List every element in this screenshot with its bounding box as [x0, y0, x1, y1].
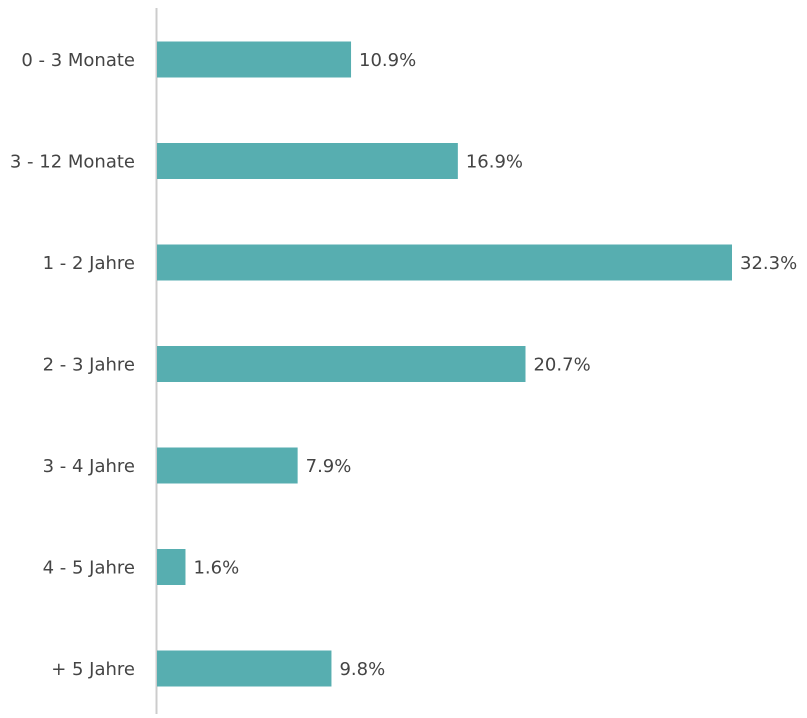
- category-labels-group: 0 - 3 Monate 3 - 12 Monate 1 - 2 Jahre 2 - …: [10, 50, 135, 680]
- bar-2: [157, 244, 732, 281]
- value-label-1: 16.9%: [466, 152, 523, 173]
- category-label-3: 2 - 3 Jahre: [43, 355, 135, 376]
- bar-0: [157, 41, 352, 78]
- bar-5: [157, 549, 186, 585]
- category-label-5: 4 - 5 Jahre: [43, 558, 135, 579]
- bar-1: [157, 143, 458, 179]
- category-label-6: + 5 Jahre: [51, 659, 135, 680]
- value-label-6: 9.8%: [339, 659, 385, 680]
- bar-3: [157, 346, 526, 382]
- value-label-3: 20.7%: [533, 355, 590, 376]
- category-label-1: 3 - 12 Monate: [10, 152, 135, 173]
- value-label-2: 32.3%: [740, 253, 797, 274]
- category-label-2: 1 - 2 Jahre: [43, 253, 135, 274]
- category-label-0: 0 - 3 Monate: [21, 50, 135, 71]
- category-label-4: 3 - 4 Jahre: [43, 456, 135, 477]
- value-label-0: 10.9%: [359, 50, 416, 71]
- value-label-4: 7.9%: [306, 456, 352, 477]
- value-labels-group: 10.9% 16.9% 32.3% 20.7% 7.9% 1.6% 9.8%: [193, 50, 797, 680]
- value-label-5: 1.6%: [193, 558, 239, 579]
- bar-6: [157, 650, 332, 687]
- bars-group: [157, 41, 732, 687]
- bar-4: [157, 447, 298, 484]
